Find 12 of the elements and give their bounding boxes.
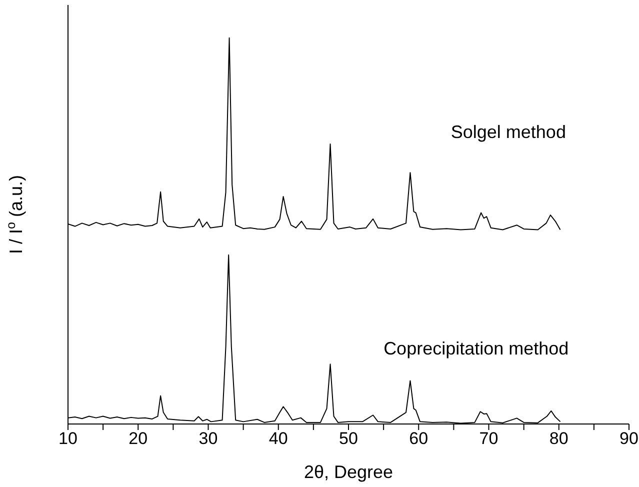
text: Solgel method [450, 122, 566, 142]
x-tick-label: 40 [268, 429, 288, 448]
x-tick-label: 30 [198, 429, 218, 448]
x-axis-title: 2θ, Degree [304, 462, 394, 482]
x-tick-label: 70 [479, 429, 498, 448]
series-label: Coprecipitation method [384, 338, 569, 358]
x-tick-label: 20 [128, 429, 148, 448]
x-tick-label: 90 [620, 429, 638, 448]
x-tick-label: 50 [339, 429, 358, 448]
x-tick-label: 10 [58, 429, 78, 448]
x-tick-label: 60 [409, 429, 428, 448]
x-tick-label: 80 [549, 429, 568, 448]
